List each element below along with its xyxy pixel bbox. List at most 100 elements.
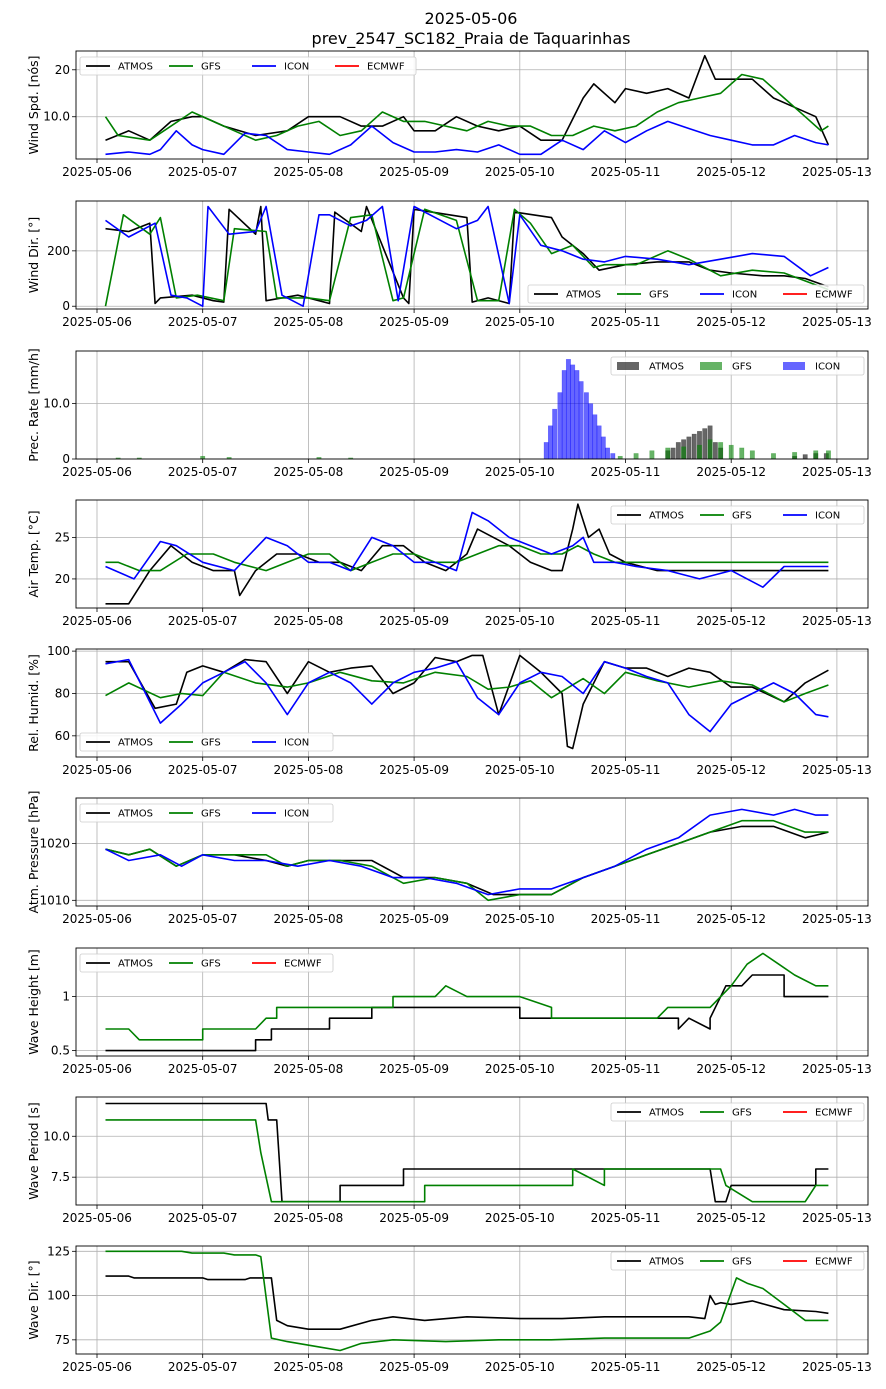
y-axis-label: Wind Spd. [nós] — [26, 56, 41, 155]
x-tick-label: 2025-05-08 — [274, 1211, 344, 1225]
legend-label-gfs: GFS — [732, 511, 752, 522]
x-tick-label: 2025-05-07 — [168, 315, 238, 329]
x-tick-label: 2025-05-11 — [591, 912, 661, 926]
y-tick-label: 0.5 — [51, 1044, 70, 1058]
x-tick-label: 2025-05-08 — [274, 165, 344, 179]
x-tick-label: 2025-05-12 — [696, 1360, 766, 1374]
bar-icon — [565, 359, 571, 459]
plot-area — [105, 1102, 829, 1203]
plot-area — [105, 1250, 829, 1352]
legend-label-ecmwf: ECMWF — [815, 1257, 853, 1268]
bar-gfs — [728, 444, 734, 459]
legend-label-ecmwf: ECMWF — [367, 62, 405, 73]
y-tick-label: 200 — [47, 244, 70, 258]
x-tick-label: 2025-05-08 — [274, 465, 344, 479]
axes-frame — [75, 797, 869, 907]
legend-label-gfs: GFS — [201, 62, 221, 73]
x-tick-label: 2025-05-09 — [379, 763, 449, 777]
legend-box — [610, 1102, 865, 1122]
bar-gfs — [316, 457, 322, 459]
y-tick-label: 60 — [55, 729, 70, 743]
bar-gfs — [749, 450, 755, 459]
x-tick-label: 2025-05-13 — [802, 1360, 872, 1374]
legend: ATMOS GFS ECMWF — [610, 1102, 865, 1122]
bar-icon — [570, 364, 576, 459]
x-tick-label: 2025-05-13 — [802, 165, 872, 179]
bar-icon — [552, 408, 558, 459]
bar-icon — [600, 436, 606, 459]
series-line-gfs — [105, 544, 829, 572]
bar-icon — [588, 403, 594, 459]
bar-icon — [592, 414, 598, 459]
bar-gfs — [718, 442, 724, 459]
y-axis-label: Rel. Humid. [%] — [26, 654, 41, 752]
bar-icon — [574, 370, 580, 459]
x-tick-label: 2025-05-11 — [591, 1211, 661, 1225]
bar-atmos — [802, 454, 808, 459]
series-line-gfs — [105, 1119, 829, 1203]
y-tick-label: 10.0 — [43, 1129, 70, 1143]
bar-atmos — [702, 428, 708, 459]
axes-frame — [75, 200, 869, 310]
x-tick-label: 2025-05-09 — [379, 465, 449, 479]
series-line-icon — [105, 511, 829, 589]
y-tick-label: 1 — [62, 990, 70, 1004]
legend-label-atmos: ATMOS — [649, 362, 684, 373]
series-line-atmos — [105, 825, 829, 896]
legend-box — [79, 56, 417, 76]
plot-area — [105, 503, 829, 605]
x-tick-label: 2025-05-13 — [802, 465, 872, 479]
y-tick-label: 0 — [62, 452, 70, 466]
x-tick-label: 2025-05-12 — [696, 912, 766, 926]
x-tick-label: 2025-05-06 — [62, 465, 132, 479]
legend: ATMOS GFS ICON — [610, 505, 865, 525]
legend: ATMOS GFS ICON — [610, 356, 865, 376]
bar-gfs — [226, 457, 232, 459]
plot-area — [105, 654, 829, 750]
x-tick-label: 2025-05-11 — [591, 165, 661, 179]
y-tick-label: 80 — [55, 686, 70, 700]
bar-gfs — [649, 450, 655, 459]
series-line-gfs — [105, 952, 829, 1041]
y-tick-label: 0 — [62, 299, 70, 313]
bar-icon — [605, 447, 610, 459]
x-tick-label: 2025-05-09 — [379, 1360, 449, 1374]
plot-area — [115, 359, 831, 459]
legend: ATMOS GFS ECMWF — [610, 1251, 865, 1271]
axes-frame — [75, 50, 869, 160]
x-tick-label: 2025-05-06 — [62, 1360, 132, 1374]
chart-panels: 2025-05-06 2025-05-07 2025-05-08 2025-05-09… — [26, 50, 872, 1374]
x-tick-label: 2025-05-11 — [591, 614, 661, 628]
x-tick-label: 2025-05-09 — [379, 1062, 449, 1076]
legend-swatch-atmos — [617, 362, 639, 370]
axes-frame — [75, 648, 869, 758]
x-tick-label: 2025-05-12 — [696, 614, 766, 628]
y-axis-label: Wind Dir. [°] — [26, 217, 41, 293]
bar-atmos — [712, 442, 718, 459]
x-tick-label: 2025-05-13 — [802, 1211, 872, 1225]
bar-atmos — [686, 436, 692, 459]
y-tick-label: 1010 — [39, 893, 70, 907]
legend-box — [610, 505, 865, 525]
bar-gfs — [617, 455, 623, 459]
plot-area — [104, 54, 830, 156]
legend-label-icon: ICON — [284, 809, 309, 820]
x-tick-label: 2025-05-12 — [696, 465, 766, 479]
x-tick-label: 2025-05-08 — [274, 315, 344, 329]
legend-label-atmos: ATMOS — [649, 1257, 684, 1268]
legend-label-atmos: ATMOS — [118, 809, 153, 820]
bar-icon — [548, 425, 553, 459]
y-tick-label: 100 — [47, 644, 70, 658]
x-tick-label: 2025-05-13 — [802, 614, 872, 628]
legend-box — [79, 953, 334, 973]
bar-icon — [543, 442, 549, 459]
panel-atm_pressure: 2025-05-06 2025-05-07 2025-05-08 2025-05-09… — [26, 790, 872, 926]
legend-label-gfs: GFS — [732, 1257, 752, 1268]
legend: ATMOS GFS ICON — [79, 732, 334, 752]
x-tick-label: 2025-05-10 — [485, 465, 555, 479]
legend-label-gfs: GFS — [649, 290, 669, 301]
y-axis-label: Prec. Rate [mm/h] — [26, 348, 41, 462]
x-tick-label: 2025-05-13 — [802, 1062, 872, 1076]
y-axis-label: Wave Dir. [°] — [26, 1260, 41, 1339]
y-tick-label: 75 — [55, 1333, 70, 1347]
